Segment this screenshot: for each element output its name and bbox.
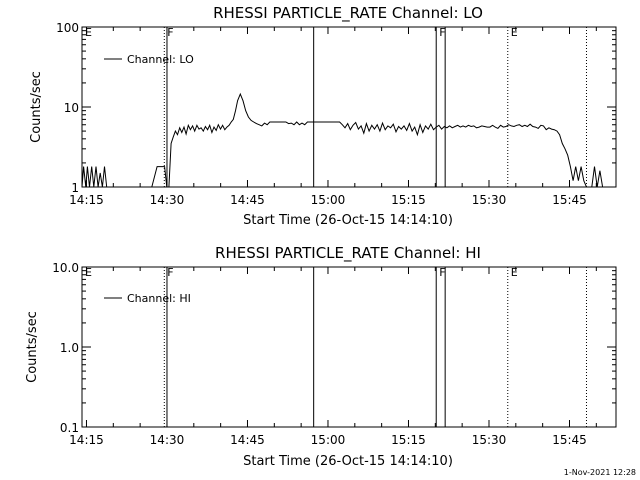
hi-x-tick-label: 15:30 xyxy=(472,433,507,447)
lo-chart-title: RHESSI PARTICLE_RATE Channel: LO xyxy=(213,4,483,23)
lo-x-tick-label: 14:45 xyxy=(230,193,265,207)
lo-x-tick-label: 15:00 xyxy=(311,193,346,207)
hi-marker-label: F xyxy=(439,266,445,279)
lo-x-tick-label: 15:30 xyxy=(472,193,507,207)
hi-x-tick-label: 14:30 xyxy=(150,433,185,447)
hi-y-tick-label: 1.0 xyxy=(60,341,79,355)
lo-legend-label: Channel: LO xyxy=(127,53,194,66)
hi-x-tick-label: 14:15 xyxy=(69,433,104,447)
hi-chart-title: RHESSI PARTICLE_RATE Channel: HI xyxy=(215,244,481,263)
hi-x-tick-label: 15:45 xyxy=(552,433,587,447)
hi-y-tick-label: 0.1 xyxy=(60,421,79,435)
lo-series xyxy=(81,92,614,188)
hi-y-axis-label: Counts/sec xyxy=(25,311,40,383)
lo-x-tick-label: 15:45 xyxy=(552,193,587,207)
hi-x-tick-label: 15:00 xyxy=(311,433,346,447)
lo-x-tick-label: 14:15 xyxy=(69,193,104,207)
lo-y-ticks: 1 10 100 xyxy=(56,21,616,195)
hi-channel-panel: RHESSI PARTICLE_RATE Channel: HI E F F E 14… xyxy=(25,244,617,469)
lo-x-axis-label: Start Time (26-Oct-15 14:14:10) xyxy=(243,213,453,228)
lo-series-line xyxy=(81,92,614,188)
hi-y-ticks: 0.1 1.0 10.0 xyxy=(52,261,616,435)
hi-marker-label: E xyxy=(511,266,518,279)
lo-y-tick-label: 10 xyxy=(64,101,79,115)
hi-x-tick-label: 14:45 xyxy=(230,433,265,447)
lo-x-ticks: 14:15 14:30 14:45 15:00 15:15 15:30 15:45 xyxy=(69,27,597,207)
lo-marker-label: F xyxy=(167,26,173,39)
hi-legend-label: Channel: HI xyxy=(127,292,191,305)
lo-x-tick-label: 14:30 xyxy=(150,193,185,207)
lo-channel-panel: RHESSI PARTICLE_RATE Channel: LO E F F E 14… xyxy=(29,4,617,228)
hi-x-tick-label: 15:15 xyxy=(391,433,426,447)
lo-x-tick-label: 15:15 xyxy=(391,193,426,207)
lo-marker-label: F xyxy=(439,26,445,39)
lo-y-axis-label: Counts/sec xyxy=(29,71,44,143)
lo-y-tick-label: 1 xyxy=(71,181,79,195)
hi-x-ticks: 14:15 14:30 14:45 15:00 15:15 15:30 15:45 xyxy=(69,267,597,447)
lo-y-tick-label: 100 xyxy=(56,21,79,35)
hi-marker-label: E xyxy=(85,266,92,279)
lo-marker-label: E xyxy=(511,26,518,39)
lo-marker-label: E xyxy=(85,26,92,39)
hi-y-tick-label: 10.0 xyxy=(52,261,79,275)
hi-marker-label: F xyxy=(167,266,173,279)
footer-timestamp: 1-Nov-2021 12:28 xyxy=(564,468,636,477)
hi-x-axis-label: Start Time (26-Oct-15 14:14:10) xyxy=(243,454,453,469)
